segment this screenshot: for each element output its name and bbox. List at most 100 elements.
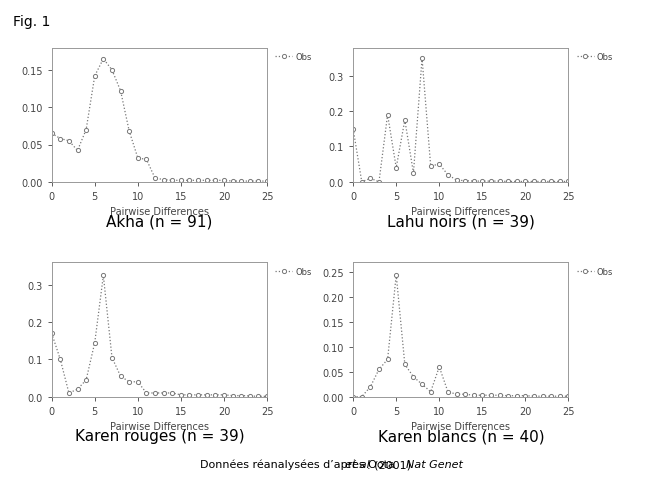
Obs [125,129,133,135]
Obs [495,393,503,398]
Obs [366,384,374,390]
Obs [349,394,357,400]
Obs [143,157,151,163]
Obs [117,89,125,94]
Obs [453,392,461,397]
Obs [418,381,426,387]
Obs [366,176,374,182]
Obs [435,364,443,370]
Obs [185,392,193,398]
Obs [444,172,452,178]
Obs [479,393,486,398]
Obs [203,392,211,398]
Line: Obs: Obs [50,274,269,399]
Obs [453,178,461,183]
Obs [539,179,547,185]
Obs [65,138,73,144]
Obs [160,177,167,183]
Obs [177,392,185,398]
Obs [565,393,572,399]
Obs [470,393,477,398]
Obs [263,179,271,184]
Obs [547,179,555,185]
X-axis label: Pairwise Differences: Pairwise Differences [110,422,209,431]
Obs [427,389,435,395]
Obs [384,357,391,363]
Obs [56,357,64,363]
Text: Akha (n = 91): Akha (n = 91) [106,214,213,229]
Obs [237,179,245,184]
Text: Données réanalysées d’après Oota: Données réanalysées d’après Oota [200,459,399,469]
Legend: Obs: Obs [275,267,312,276]
Obs [117,374,125,379]
Legend: Obs: Obs [275,53,312,61]
Obs [151,176,159,182]
Obs [74,148,81,154]
Obs [134,379,141,385]
Obs [358,180,366,185]
Obs [461,392,469,397]
Obs [169,178,176,184]
Text: Lahu noirs (n = 39): Lahu noirs (n = 39) [387,214,535,229]
Obs [358,394,366,400]
X-axis label: Pairwise Differences: Pairwise Differences [110,207,209,217]
Obs [530,179,538,185]
Obs [401,362,409,367]
Obs [203,178,211,184]
Obs [211,392,219,398]
Obs [74,387,81,393]
Obs [495,179,503,184]
Obs [401,118,409,123]
Obs [539,393,547,399]
Obs [220,178,228,184]
Obs [48,131,56,137]
Obs [461,179,469,184]
X-axis label: Pairwise Differences: Pairwise Differences [412,207,510,217]
Obs [444,389,452,395]
X-axis label: Pairwise Differences: Pairwise Differences [412,422,510,431]
Text: et al: et al [345,459,370,469]
Obs [237,393,245,399]
Obs [48,331,56,336]
Obs [392,166,400,171]
Obs [211,178,219,184]
Obs [565,179,572,185]
Obs [263,393,271,399]
Obs [410,374,417,380]
Obs [194,178,202,184]
Text: Karen rouges (n = 39): Karen rouges (n = 39) [74,428,244,443]
Obs [255,393,262,399]
Obs [505,179,512,185]
Obs [99,273,107,279]
Obs [470,179,477,184]
Obs [65,390,73,396]
Obs [246,393,254,399]
Obs [246,179,254,184]
Obs [56,136,64,142]
Obs [125,379,133,385]
Obs [392,272,400,278]
Obs [521,179,529,185]
Obs [143,390,151,396]
Obs [435,162,443,167]
Text: Fig. 1: Fig. 1 [13,15,50,29]
Obs [108,68,116,74]
Legend: Obs: Obs [577,53,613,61]
Obs [255,179,262,184]
Obs [229,393,236,399]
Obs [418,56,426,62]
Obs [91,74,99,79]
Line: Obs: Obs [50,58,269,184]
Obs [375,180,383,185]
Legend: Obs: Obs [577,267,613,276]
Obs [487,179,495,184]
Obs [194,392,202,398]
Obs [108,355,116,361]
Line: Obs: Obs [351,273,570,399]
Obs [229,179,236,184]
Obs [513,179,521,185]
Obs [91,340,99,346]
Obs [427,164,435,169]
Obs [82,127,90,133]
Obs [487,393,495,398]
